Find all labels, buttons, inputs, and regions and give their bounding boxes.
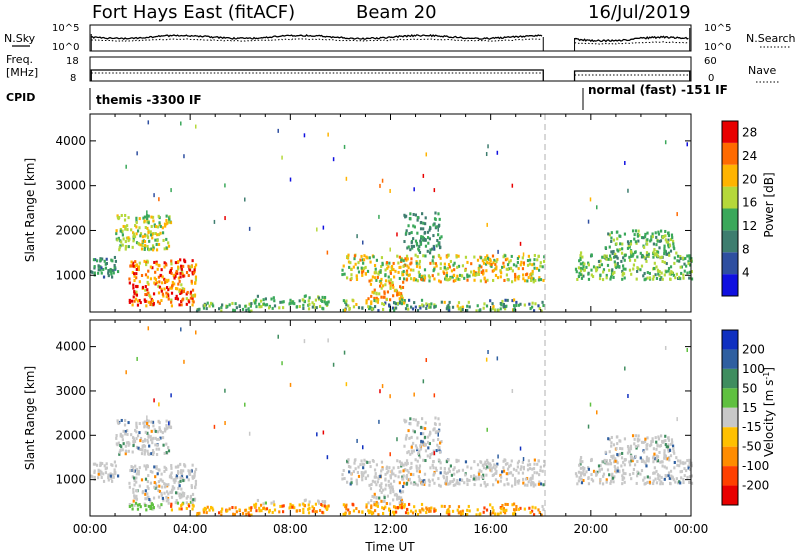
- noise-panel: N.Sky 10^5 10^0 10^5 10^0 N.Search: [4, 23, 796, 53]
- power-colorbar-tick: 8: [742, 242, 750, 256]
- power-panel: 1000 2000 3000 4000 Slant Range [km] 4 8 12 16…: [23, 113, 776, 313]
- velocity-ytick-label: 4000: [55, 340, 86, 354]
- velocity-cells: [90, 326, 694, 517]
- noise-left-label: N.Sky: [4, 32, 36, 45]
- velocity-colorbar-tick: -50: [742, 440, 762, 454]
- noise-right-label: N.Search: [746, 32, 796, 45]
- velocity-colorbar-tick: -15: [742, 420, 762, 434]
- freq-left-label-2: [MHz]: [6, 66, 38, 79]
- velocity-colorbar-tick: 200: [742, 342, 765, 356]
- velocity-colorbar-tick: -200: [742, 479, 769, 493]
- power-ytick-label: 2000: [55, 223, 86, 237]
- xtick-label: 00:00: [674, 522, 709, 536]
- velocity-x-ticks: 00:00 04:00 08:00 12:00 16:00 20:00 00:00: [73, 320, 709, 536]
- velocity-colorbar-tick: 100: [742, 362, 765, 376]
- power-colorbar-tick: 16: [742, 196, 757, 210]
- cpid-label: CPID: [6, 91, 35, 104]
- velocity-ytick-label: 1000: [55, 473, 86, 487]
- cpid-segment-1: themis -3300 IF: [96, 93, 202, 107]
- xtick-label: 12:00: [373, 522, 408, 536]
- power-colorbar-tick: 20: [742, 172, 757, 186]
- cpid-segment-2: normal (fast) -151 IF: [588, 83, 728, 97]
- xtick-label: 08:00: [273, 522, 308, 536]
- xtick-label: 20:00: [574, 522, 609, 536]
- power-x-ticks: [89, 114, 692, 312]
- velocity-ytick-label: 2000: [55, 428, 86, 442]
- noise-right-tick-bottom: 10^0: [704, 42, 731, 53]
- xtick-label: 04:00: [173, 522, 208, 536]
- power-colorbar-tick: 12: [742, 219, 757, 233]
- freq-traces: [90, 69, 691, 81]
- station-title: Fort Hays East (fitACF): [92, 2, 295, 23]
- noise-traces: [90, 28, 691, 51]
- freq-left-tick-bottom: 8: [70, 73, 76, 84]
- beam-title: Beam 20: [356, 2, 437, 23]
- xlabel: Time UT: [364, 540, 415, 554]
- velocity-colorbar-tick: 50: [742, 381, 757, 395]
- power-ytick-label: 3000: [55, 179, 86, 193]
- freq-panel: Freq. [MHz] 18 8 60 0 Nave: [6, 53, 780, 84]
- noise-left-tick-bottom: 10^0: [52, 42, 79, 53]
- freq-left-label-1: Freq.: [6, 53, 33, 66]
- xtick-label: 16:00: [473, 522, 508, 536]
- power-y-ticks: 1000 2000 3000 4000: [55, 134, 691, 282]
- power-colorbar-label: Power [dB]: [762, 172, 776, 237]
- power-ytick-label: 1000: [55, 268, 86, 282]
- cpid-panel: CPID themis -3300 IF normal (fast) -151 …: [6, 83, 728, 110]
- velocity-y-ticks: 1000 2000 3000 4000: [55, 340, 691, 487]
- velocity-colorbar-tick: 15: [742, 401, 757, 415]
- freq-left-tick-top: 18: [66, 56, 79, 67]
- velocity-ytick-label: 3000: [55, 384, 86, 398]
- power-colorbar-tick: 28: [742, 126, 757, 140]
- freq-right-tick-bottom: 0: [708, 73, 714, 84]
- xtick-label: 00:00: [73, 522, 108, 536]
- power-ytick-label: 4000: [55, 134, 86, 148]
- velocity-colorbar-label: Velocity [m s-1]: [762, 367, 777, 457]
- power-ylabel: Slant Range [km]: [23, 158, 37, 262]
- power-cells: [90, 120, 694, 313]
- power-colorbar-tick: 24: [742, 149, 757, 163]
- power-colorbar: 4 8 12 16 20 24 28: [721, 120, 757, 297]
- noise-left-tick-top: 10^5: [52, 23, 79, 34]
- velocity-colorbar-tick: -100: [742, 459, 769, 473]
- velocity-colorbar: 200 100 50 15 -15 -50 -100 -200: [721, 329, 769, 506]
- date-title: 16/Jul/2019: [588, 2, 691, 23]
- noise-right-tick-top: 10^5: [704, 23, 731, 34]
- velocity-ylabel: Slant Range [km]: [23, 366, 37, 470]
- velocity-panel: 1000 2000 3000 4000 00:00 04:00 08:00 12:00 16:…: [23, 319, 777, 536]
- freq-right-tick-top: 60: [704, 56, 717, 67]
- power-colorbar-tick: 4: [742, 266, 750, 280]
- nave-label: Nave: [748, 64, 776, 77]
